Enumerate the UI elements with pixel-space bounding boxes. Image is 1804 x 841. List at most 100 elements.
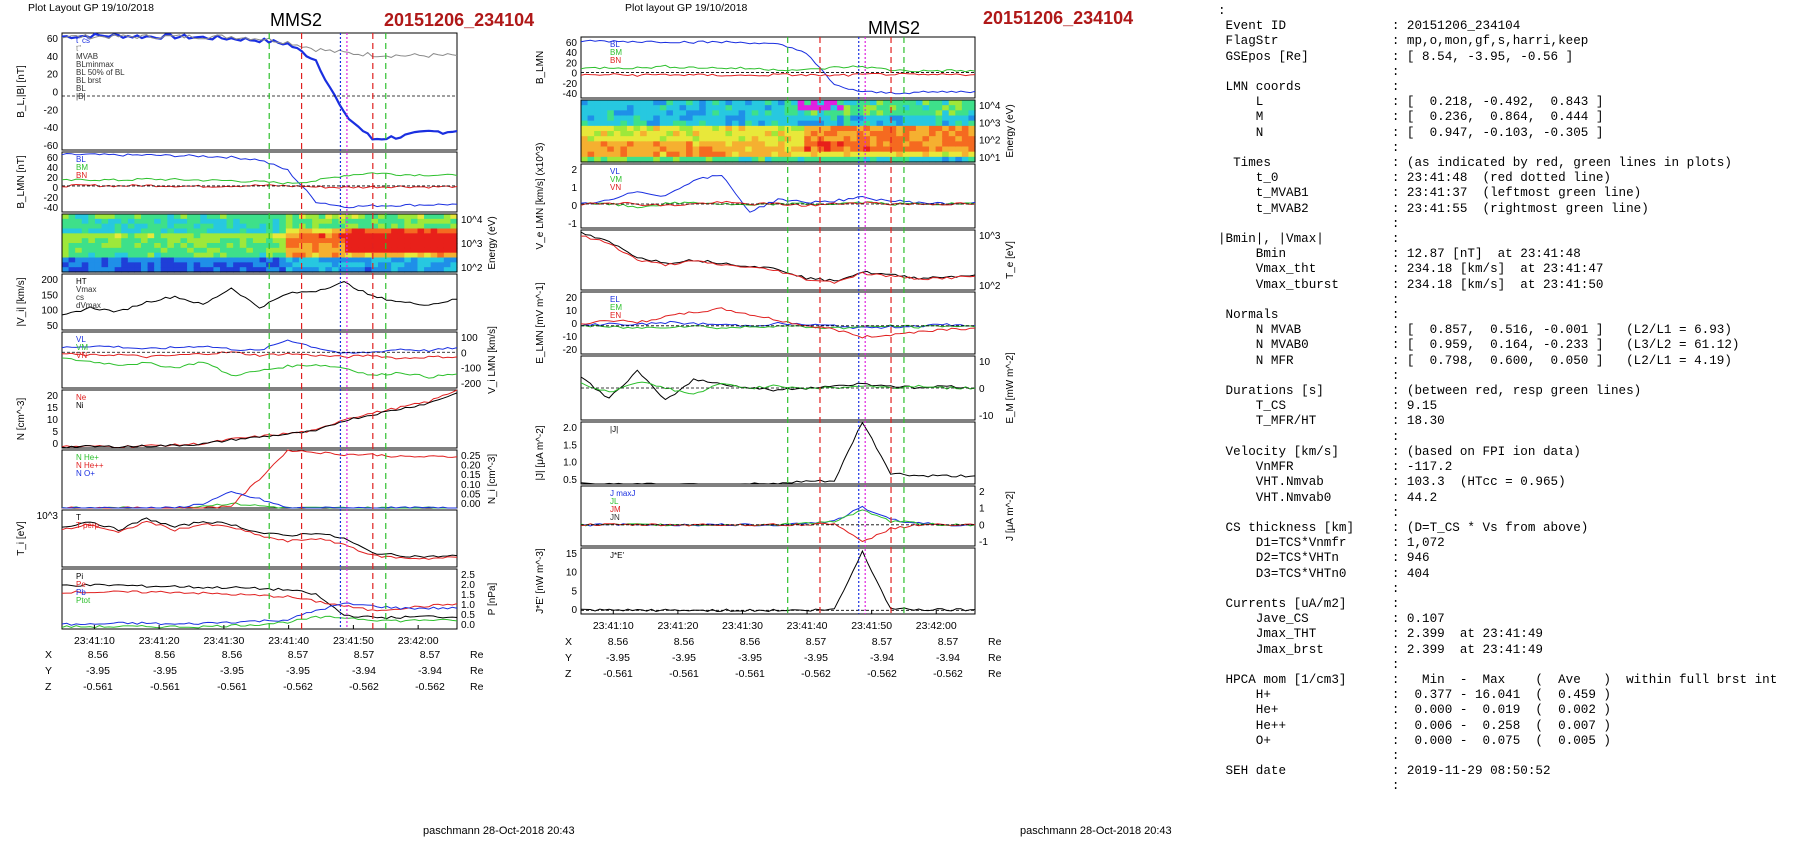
spectrogram-cell bbox=[213, 223, 221, 230]
position-value: -3.95 bbox=[220, 665, 244, 677]
spectrogram-cell bbox=[351, 257, 359, 263]
spectrogram-cell bbox=[312, 223, 320, 230]
time-tick-label: 23:41:40 bbox=[268, 635, 309, 647]
spectrogram-cell bbox=[909, 141, 917, 148]
spectrogram-cell bbox=[200, 223, 208, 230]
tick-label-left: 2 bbox=[571, 165, 577, 176]
spectrogram-cell bbox=[272, 228, 280, 234]
spectrogram-cell bbox=[955, 131, 963, 137]
spectrogram-cell bbox=[279, 218, 287, 225]
spectrogram-cell bbox=[699, 156, 707, 163]
spectrogram-cell bbox=[620, 120, 628, 127]
spectrogram-cell bbox=[200, 228, 208, 234]
spectrogram-cell bbox=[180, 233, 188, 239]
spectrogram-cell bbox=[121, 257, 129, 263]
spectrogram-cell bbox=[699, 120, 707, 127]
spectrogram-cell bbox=[167, 252, 175, 259]
spectrogram-cell bbox=[180, 247, 188, 254]
spectrogram-cell bbox=[430, 214, 438, 220]
spectrogram-cell bbox=[272, 257, 280, 263]
spectrogram-cell bbox=[127, 228, 136, 234]
spectrogram-cell bbox=[397, 233, 405, 239]
spectrogram-cell bbox=[587, 125, 595, 132]
spectrogram-cell bbox=[345, 233, 353, 239]
spectrogram-cell bbox=[397, 218, 405, 225]
spectrogram-cell bbox=[81, 262, 89, 268]
spectrogram-cell bbox=[404, 228, 412, 234]
spectrogram-cell bbox=[173, 257, 182, 263]
spectrogram-cell bbox=[391, 218, 399, 225]
spectrogram-cell bbox=[738, 151, 746, 158]
spectrogram-cell bbox=[200, 218, 208, 225]
spectrogram-cell bbox=[837, 125, 845, 132]
spectrogram-cell bbox=[345, 228, 353, 234]
spectrogram-cell bbox=[732, 151, 740, 158]
spectrogram-cell bbox=[771, 146, 779, 153]
spectrogram-cell bbox=[804, 136, 812, 142]
spectrogram-cell bbox=[659, 146, 667, 153]
spectrogram-cell bbox=[810, 156, 818, 163]
spectrogram-cell bbox=[712, 125, 720, 132]
spectrogram-cell bbox=[358, 252, 366, 259]
spectrogram-cell bbox=[68, 228, 76, 234]
spectrogram-cell bbox=[364, 238, 373, 244]
tick-label-left: 0 bbox=[571, 319, 577, 330]
spectrogram-cell bbox=[771, 100, 779, 106]
position-value: 8.56 bbox=[608, 636, 629, 648]
spectrogram-cell bbox=[127, 223, 136, 230]
spectrogram-cell bbox=[384, 218, 392, 225]
spectrogram-cell bbox=[187, 247, 195, 254]
spectrogram-cell bbox=[364, 214, 373, 220]
panel-frame bbox=[61, 331, 458, 389]
spectrogram-cell bbox=[705, 146, 713, 153]
spectrogram-cell bbox=[896, 100, 904, 106]
spectrogram-cell bbox=[823, 136, 832, 142]
spectrogram-cell bbox=[850, 146, 858, 153]
spectrogram-cell bbox=[600, 125, 608, 132]
tick-label-left: -40 bbox=[44, 203, 59, 214]
spectrogram-cell bbox=[193, 233, 201, 239]
spectrogram-cell bbox=[876, 156, 884, 163]
spectrogram-cell bbox=[587, 120, 595, 127]
legend-entry: HT bbox=[76, 277, 87, 286]
spectrogram-cell bbox=[633, 151, 641, 158]
position-row-label: Z bbox=[45, 681, 52, 693]
spectrogram-cell bbox=[659, 115, 667, 122]
spectrogram-cell bbox=[613, 120, 621, 127]
spectrogram-cell bbox=[167, 267, 175, 273]
spectrogram-cell bbox=[226, 223, 234, 230]
spectrogram-cell bbox=[351, 262, 359, 268]
spectrogram-cell bbox=[226, 252, 234, 259]
tick-label-left: 40 bbox=[47, 52, 59, 63]
spectrogram-cell bbox=[889, 100, 897, 106]
spectrogram-cell bbox=[948, 115, 956, 122]
spectrogram-cell bbox=[850, 141, 858, 148]
spectrogram-cell bbox=[896, 151, 904, 158]
time-tick-label: 23:41:50 bbox=[333, 635, 374, 647]
spectrogram-cell bbox=[285, 228, 294, 234]
spectrogram-cell bbox=[896, 105, 904, 111]
spectrogram-cell bbox=[358, 214, 366, 220]
spectrogram-cell bbox=[902, 141, 910, 148]
spectrogram-cell bbox=[764, 120, 773, 127]
spectrogram-cell bbox=[633, 156, 641, 163]
spectrogram-cell bbox=[114, 223, 122, 230]
spectrogram-cell bbox=[751, 141, 759, 148]
spectrogram-cell bbox=[581, 136, 589, 142]
series-line-red bbox=[581, 235, 976, 284]
spectrogram-cell bbox=[193, 238, 201, 244]
time-tick-label: 23:42:00 bbox=[398, 635, 439, 647]
spectrogram-cell bbox=[745, 115, 753, 122]
spectrogram-cell bbox=[961, 141, 970, 148]
spectrogram-cell bbox=[378, 257, 386, 263]
spectrogram-cell bbox=[718, 156, 727, 163]
spectrogram-cell bbox=[745, 131, 753, 137]
tick-label-right: 0 bbox=[979, 520, 985, 531]
spectrogram-cell bbox=[692, 110, 700, 117]
spectrogram-cell bbox=[404, 243, 412, 249]
spectrogram-cell bbox=[902, 146, 910, 153]
spectrogram-cell bbox=[351, 228, 359, 234]
spectrogram-cell bbox=[141, 267, 149, 273]
spectrogram-cell bbox=[810, 146, 818, 153]
tick-label-left: -1 bbox=[568, 219, 577, 230]
